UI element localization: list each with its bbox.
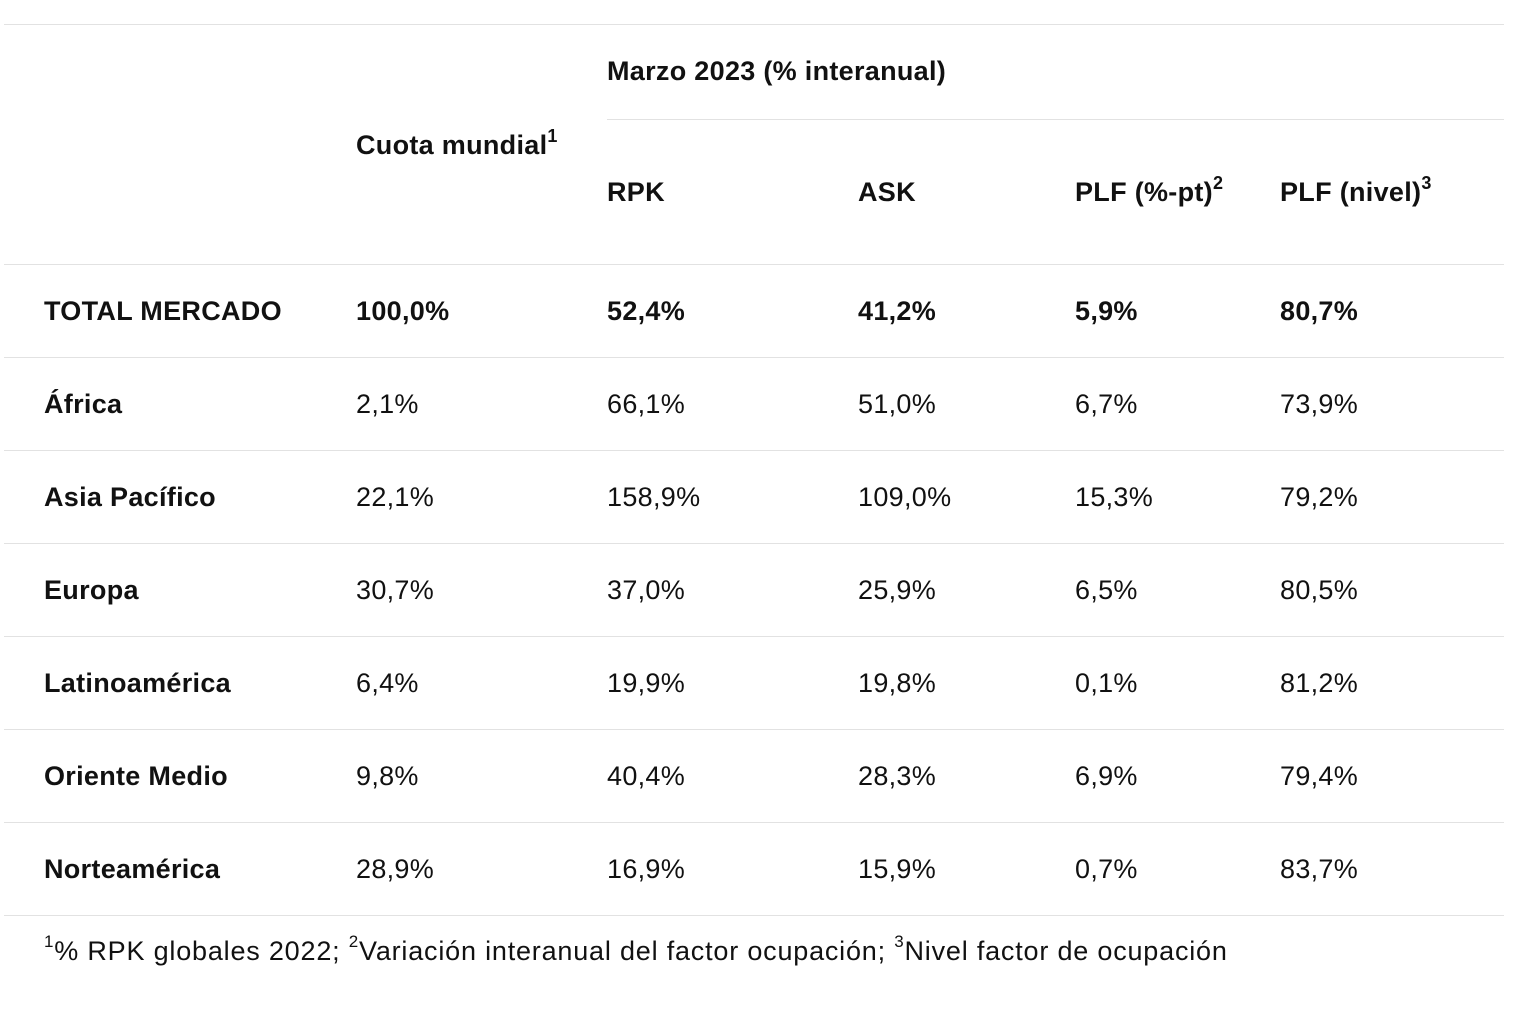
table-footnote: 1% RPK globales 2022; 2Variación interan… [44, 933, 1228, 967]
cell-region: Latinoamérica [4, 636, 356, 730]
header-cuota-mundial: Cuota mundial1 [356, 24, 607, 265]
cell-cuota: 28,9% [356, 822, 607, 916]
header-plf-nivel: PLF (nivel)3 [1280, 119, 1505, 265]
footnote-marker-2: 2 [1212, 173, 1224, 193]
cell-plf-pt: 0,1% [1075, 636, 1280, 730]
cell-region: África [4, 357, 356, 451]
cell-rpk: 19,9% [607, 636, 858, 730]
footnote-marker-3: 3 [1421, 173, 1432, 193]
header-row-columns: RPK ASK PLF (%-pt)2 PLF (nivel)3 [4, 119, 1505, 265]
stats-table-container: Cuota mundial1 Marzo 2023 (% interanual)… [4, 24, 1505, 916]
cell-region: Norteamérica [4, 822, 356, 916]
header-plf-pt-label: PLF (%-pt) [1075, 177, 1213, 207]
cell-ask: 19,8% [858, 636, 1075, 730]
cell-rpk: 16,9% [607, 822, 858, 916]
cell-ask: 25,9% [858, 543, 1075, 637]
table-row: Oriente Medio 9,8% 40,4% 28,3% 6,9% 79,4… [4, 729, 1505, 823]
footnote-number-3: 3 [894, 932, 905, 951]
table-header: Cuota mundial1 Marzo 2023 (% interanual)… [4, 24, 1505, 265]
cell-cuota: 100,0% [356, 264, 607, 358]
table-row: Norteamérica 28,9% 16,9% 15,9% 0,7% 83,7… [4, 822, 1505, 916]
header-rpk: RPK [607, 119, 858, 265]
cell-cuota: 22,1% [356, 450, 607, 544]
header-row-group: Cuota mundial1 Marzo 2023 (% interanual) [4, 24, 1505, 265]
cell-rpk: 52,4% [607, 264, 858, 358]
cell-plf-pt: 0,7% [1075, 822, 1280, 916]
cell-rpk: 66,1% [607, 357, 858, 451]
cell-plf-nivel: 81,2% [1280, 636, 1505, 730]
header-region-empty [4, 24, 356, 265]
footnote-text-1: % RPK globales 2022; [54, 936, 349, 966]
cell-rpk: 40,4% [607, 729, 858, 823]
header-plf-pt: PLF (%-pt)2 [1075, 119, 1280, 265]
cell-region: Europa [4, 543, 356, 637]
cell-plf-nivel: 80,5% [1280, 543, 1505, 637]
cell-region: Asia Pacífico [4, 450, 356, 544]
cell-rpk: 158,9% [607, 450, 858, 544]
table-row: Asia Pacífico 22,1% 158,9% 109,0% 15,3% … [4, 450, 1505, 544]
footnote-number-2: 2 [348, 932, 360, 951]
table-row-total: TOTAL MERCADO 100,0% 52,4% 41,2% 5,9% 80… [4, 264, 1505, 358]
cell-ask: 15,9% [858, 822, 1075, 916]
cell-plf-pt: 6,9% [1075, 729, 1280, 823]
cell-plf-nivel: 73,9% [1280, 357, 1505, 451]
cell-plf-pt: 5,9% [1075, 264, 1280, 358]
passenger-market-table: Cuota mundial1 Marzo 2023 (% interanual)… [4, 24, 1505, 916]
cell-ask: 28,3% [858, 729, 1075, 823]
cell-rpk: 37,0% [607, 543, 858, 637]
header-group-marzo-2023: Marzo 2023 (% interanual) [607, 24, 1505, 120]
table-row: Latinoamérica 6,4% 19,9% 19,8% 0,1% 81,2… [4, 636, 1505, 730]
footnote-number-1: 1 [44, 932, 55, 951]
header-cuota-label: Cuota mundial [356, 129, 548, 160]
footnote-text-2: Variación interanual del factor ocupació… [359, 936, 895, 966]
table-row: África 2,1% 66,1% 51,0% 6,7% 73,9% [4, 357, 1505, 451]
cell-plf-nivel: 83,7% [1280, 822, 1505, 916]
cell-region: TOTAL MERCADO [4, 264, 356, 358]
cell-plf-pt: 15,3% [1075, 450, 1280, 544]
table-row: Europa 30,7% 37,0% 25,9% 6,5% 80,5% [4, 543, 1505, 637]
cell-plf-pt: 6,7% [1075, 357, 1280, 451]
cell-cuota: 30,7% [356, 543, 607, 637]
footnote-marker-1: 1 [547, 125, 558, 146]
cell-region: Oriente Medio [4, 729, 356, 823]
cell-plf-nivel: 79,4% [1280, 729, 1505, 823]
cell-cuota: 2,1% [356, 357, 607, 451]
header-plf-nivel-label: PLF (nivel) [1280, 177, 1422, 207]
cell-ask: 51,0% [858, 357, 1075, 451]
cell-plf-nivel: 79,2% [1280, 450, 1505, 544]
cell-cuota: 6,4% [356, 636, 607, 730]
cell-cuota: 9,8% [356, 729, 607, 823]
table-body: TOTAL MERCADO 100,0% 52,4% 41,2% 5,9% 80… [4, 264, 1505, 916]
cell-ask: 41,2% [858, 264, 1075, 358]
header-ask: ASK [858, 119, 1075, 265]
footnote-text-3: Nivel factor de ocupación [904, 936, 1228, 966]
cell-ask: 109,0% [858, 450, 1075, 544]
cell-plf-pt: 6,5% [1075, 543, 1280, 637]
cell-plf-nivel: 80,7% [1280, 264, 1505, 358]
